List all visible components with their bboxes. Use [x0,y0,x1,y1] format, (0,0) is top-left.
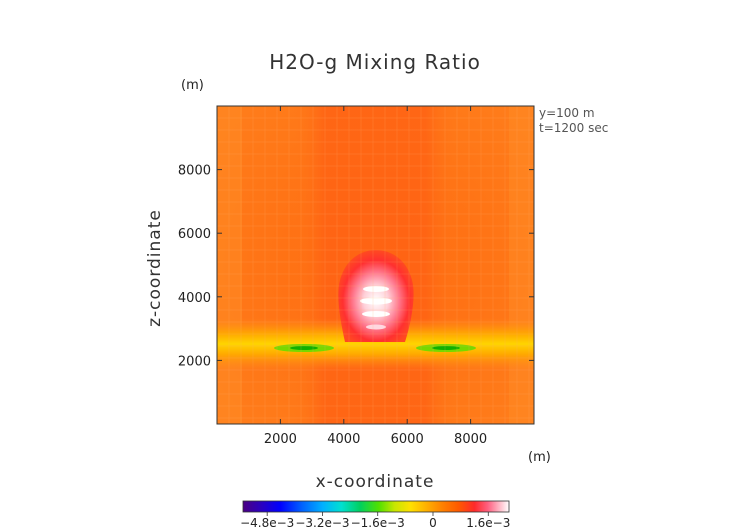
field-left-edge [217,106,242,424]
annotation-time: t=1200 sec [539,121,608,135]
plume-core-3 [362,311,390,317]
plume-core-4 [366,324,386,330]
colorbar-tick-label: 0 [429,516,437,530]
x-unit-label: (m) [528,450,551,465]
plot-frame [216,105,535,425]
annotation-y: y=100 m [539,106,595,120]
x-tick-label: 8000 [454,432,487,447]
grid-texture [217,106,534,424]
y-axis: 2000 4000 6000 8000 [178,164,534,369]
colorbar-tick-label: −4.8e−3 [240,516,294,530]
field-right-edge [509,106,534,424]
y-tick-label: 8000 [178,164,211,179]
colorbar-tick-label: −3.2e−3 [295,516,349,530]
chart-title: H2O-g Mixing Ratio [269,50,481,74]
y-tick-label: 6000 [178,227,211,242]
heatmap-field [217,106,534,424]
plume-core-2 [360,297,392,305]
y-axis-title: z-coordinate [145,209,165,327]
plume-core-1 [363,286,389,292]
x-axis-title: x-coordinate [316,472,435,492]
x-tick-label: 2000 [264,432,297,447]
colorbar-tick-label: 1.6e−3 [466,516,510,530]
x-axis: 2000 4000 6000 8000 [264,106,487,447]
x-tick-label: 4000 [327,432,360,447]
colorbar-tick-label: −1.6e−3 [351,516,405,530]
layer-right-min-core [432,346,460,350]
layer-left-min-core [290,346,318,350]
colorbar [242,500,510,513]
y-tick-label: 2000 [178,354,211,369]
colorbar-ticks: −4.8e−3 −3.2e−3 −1.6e−3 0 1.6e−3 [240,512,510,530]
x-tick-label: 6000 [391,432,424,447]
y-unit-label: (m) [181,78,204,93]
moist-plume [338,250,414,342]
y-tick-label: 4000 [178,291,211,306]
